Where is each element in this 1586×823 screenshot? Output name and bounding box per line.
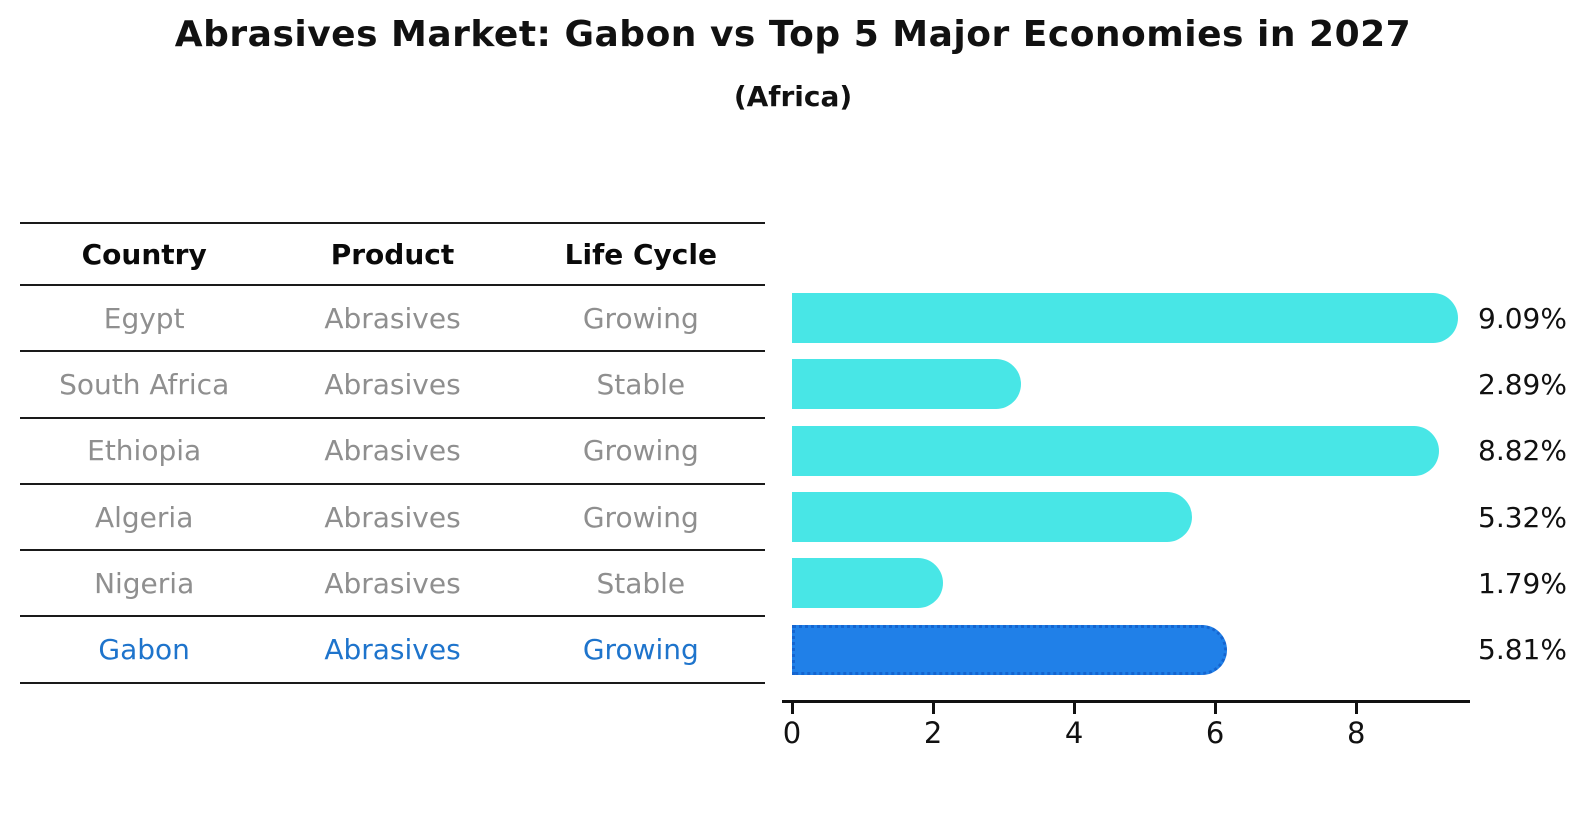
table-cell-product: Abrasives	[324, 434, 461, 468]
bar-ethiopia	[792, 425, 1440, 476]
bar-egypt	[792, 293, 1459, 343]
value-label-egypt: 9.09%	[1478, 301, 1567, 335]
x-axis-tick-label: 4	[1064, 716, 1084, 750]
table-body: Egypt Abrasives Growing South Africa Abrasiv…	[20, 286, 765, 684]
table-row-egypt: Egypt Abrasives Growing	[20, 286, 765, 353]
page-title: Abrasives Market: Gabon vs Top 5 Major E…	[174, 14, 1412, 55]
table-header-row: Country Product Life Cycle	[20, 222, 765, 286]
table-row-gabon: Gabon Abrasives Growing	[20, 617, 765, 684]
table-row-south-africa: South Africa Abrasives Stable	[20, 352, 765, 419]
table-cell-country: Algeria	[94, 500, 194, 534]
table-cell-product: Abrasives	[324, 301, 461, 335]
table-row-ethiopia: Ethiopia Abrasives Growing	[20, 419, 765, 485]
x-axis-tick-label: 8	[1346, 716, 1366, 750]
column-header-product: Product	[330, 237, 455, 271]
bar-row-ethiopia: 8.82%	[792, 418, 1582, 484]
x-axis-tick	[790, 703, 794, 714]
table-cell-life-cycle: Growing	[582, 301, 699, 335]
table-cell-product: Abrasives	[324, 633, 461, 667]
bar-row-south-africa: 2.89%	[792, 351, 1582, 417]
bar-nigeria	[792, 558, 944, 609]
bar-plot: 9.09% 2.89% 8.82% 5.32% 1.79% 5.81% 0 2 4 6 8	[782, 285, 1582, 785]
table-cell-country: South Africa	[59, 367, 230, 401]
table-cell-life-cycle: Stable	[596, 566, 686, 600]
x-axis-tick-label: 0	[782, 716, 802, 750]
column-header-country: Country	[81, 237, 207, 271]
value-label-ethiopia: 8.82%	[1478, 434, 1567, 468]
bar-row-gabon: 5.81%	[792, 617, 1582, 683]
table-cell-life-cycle: Growing	[582, 434, 699, 468]
value-label-south-africa: 2.89%	[1478, 367, 1567, 401]
value-label-algeria: 5.32%	[1478, 500, 1567, 534]
table-cell-product: Abrasives	[324, 367, 461, 401]
bar-algeria	[792, 491, 1193, 542]
table-cell-product: Abrasives	[324, 500, 461, 534]
table-cell-country: Ethiopia	[87, 434, 202, 468]
value-label-gabon: 5.81%	[1478, 633, 1567, 667]
table-cell-life-cycle: Stable	[596, 367, 686, 401]
column-header-life-cycle: Life Cycle	[564, 237, 717, 271]
table-cell-country: Nigeria	[94, 566, 195, 600]
bar-south-africa	[792, 359, 1021, 410]
bar-row-egypt: 9.09%	[792, 285, 1582, 351]
bar-row-algeria: 5.32%	[792, 484, 1582, 550]
x-axis-tick	[1354, 703, 1358, 714]
table-row-nigeria: Nigeria Abrasives Stable	[20, 551, 765, 618]
country-table: Country Product Life Cycle Egypt Abrasive…	[20, 222, 765, 684]
table-cell-life-cycle: Growing	[582, 500, 699, 534]
x-axis-tick	[1213, 703, 1217, 714]
table-row-algeria: Algeria Abrasives Growing	[20, 485, 765, 552]
table-cell-life-cycle: Growing	[582, 633, 699, 667]
page-subtitle: (Africa)	[733, 80, 853, 113]
x-axis-tick-label: 2	[923, 716, 943, 750]
x-axis-tick-label: 6	[1205, 716, 1225, 750]
value-label-nigeria: 1.79%	[1478, 566, 1567, 600]
table-cell-product: Abrasives	[324, 566, 461, 600]
table-cell-country: Gabon	[98, 633, 190, 667]
x-axis-tick	[931, 703, 935, 714]
table-cell-country: Egypt	[103, 301, 185, 335]
bar-row-nigeria: 1.79%	[792, 550, 1582, 616]
bar-gabon	[792, 624, 1227, 675]
x-axis-tick	[1072, 703, 1076, 714]
x-axis-line	[782, 700, 1470, 703]
